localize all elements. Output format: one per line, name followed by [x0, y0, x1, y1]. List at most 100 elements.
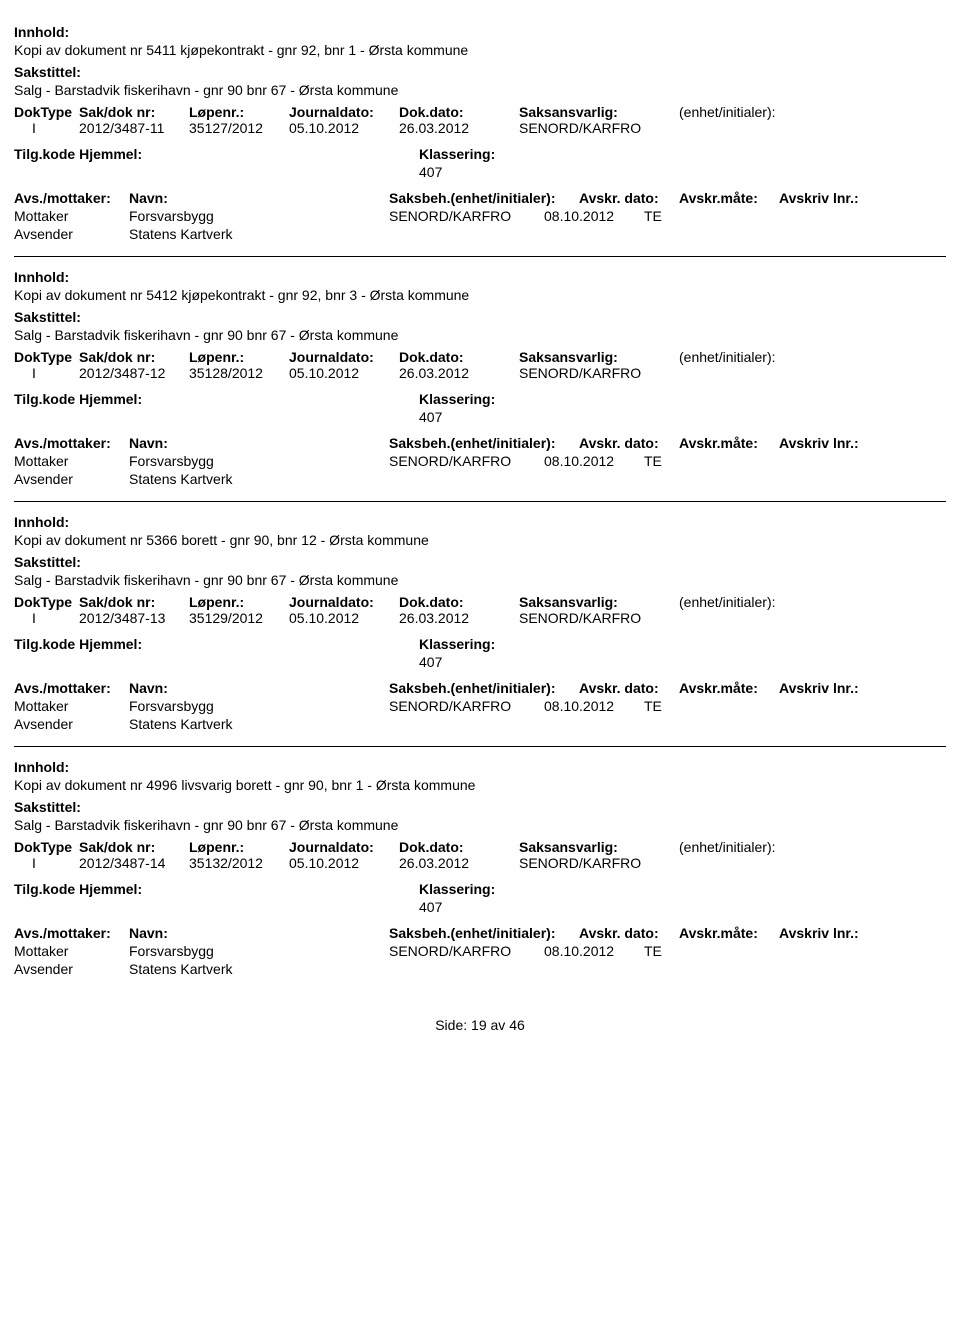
enhet-initialer-label: (enhet/initialer): [679, 349, 859, 365]
klassering-label: Klassering: [419, 636, 619, 652]
lopenr-value: 35129/2012 [189, 610, 289, 626]
doc-value-row: I 2012/3487-12 35128/2012 05.10.2012 26.… [14, 365, 946, 381]
journaldato-value: 05.10.2012 [289, 365, 399, 381]
sakdok-label: Sak/dok nr: [79, 594, 189, 610]
avskr-mate-label: Avskr.måte: [679, 680, 779, 696]
sakdok-value: 2012/3487-11 [79, 120, 189, 136]
klassering-value: 407 [419, 164, 946, 180]
journaldato-value: 05.10.2012 [289, 855, 399, 871]
tilg-klass-row: Tilg.kode Hjemmel: Klassering: [14, 146, 946, 162]
saksbeh-label: Saksbeh.(enhet/initialer): [389, 190, 579, 206]
lopenr-label: Løpenr.: [189, 349, 289, 365]
saksbeh-value: SENORD/KARFRO [389, 943, 544, 959]
tilgkode-hjemmel-label: Tilg.kode Hjemmel: [14, 636, 419, 652]
doc-header-row: DokType Sak/dok nr: Løpenr.: Journaldato… [14, 349, 946, 365]
lopenr-value: 35127/2012 [189, 120, 289, 136]
sakstittel-label: Sakstittel: [14, 799, 946, 815]
navn-label: Navn: [129, 435, 389, 451]
mottaker-name: Forsvarsbygg [129, 208, 389, 224]
journal-record: Innhold: Kopi av dokument nr 4996 livsva… [14, 746, 946, 977]
avskr-mate-value: TE [644, 698, 684, 714]
klassering-value: 407 [419, 899, 946, 915]
tilg-klass-row: Tilg.kode Hjemmel: Klassering: [14, 391, 946, 407]
klassering-label: Klassering: [419, 391, 619, 407]
avs-mottaker-label: Avs./mottaker: [14, 680, 129, 696]
saksbeh-label: Saksbeh.(enhet/initialer): [389, 680, 579, 696]
saksansvarlig-label: Saksansvarlig: [519, 839, 679, 855]
innhold-label: Innhold: [14, 24, 946, 40]
avsender-row: Avsender Statens Kartverk [14, 226, 946, 242]
side-label: Side: [435, 1017, 467, 1033]
doc-value-row: I 2012/3487-13 35129/2012 05.10.2012 26.… [14, 610, 946, 626]
sakstittel-label: Sakstittel: [14, 309, 946, 325]
mottaker-row: Mottaker Forsvarsbygg SENORD/KARFRO 08.1… [14, 698, 946, 714]
journaldato-label: Journaldato: [289, 839, 399, 855]
saksbeh-label: Saksbeh.(enhet/initialer): [389, 435, 579, 451]
klassering-value: 407 [419, 654, 946, 670]
lopenr-label: Løpenr.: [189, 594, 289, 610]
saksansvarlig-label: Saksansvarlig: [519, 594, 679, 610]
journaldato-label: Journaldato: [289, 349, 399, 365]
navn-label: Navn: [129, 925, 389, 941]
avsender-name: Statens Kartverk [129, 716, 389, 732]
mottaker-role: Mottaker [14, 453, 129, 469]
avsender-name: Statens Kartverk [129, 226, 389, 242]
doc-header-row: DokType Sak/dok nr: Løpenr.: Journaldato… [14, 839, 946, 855]
dokdato-value: 26.03.2012 [399, 365, 519, 381]
avsender-role: Avsender [14, 471, 129, 487]
avskr-dato-value: 08.10.2012 [544, 208, 644, 224]
innhold-label: Innhold: [14, 269, 946, 285]
avskr-mate-value: TE [644, 208, 684, 224]
avskriv-lnr-label: Avskriv lnr.: [779, 680, 879, 696]
journal-record: Innhold: Kopi av dokument nr 5411 kjøpek… [14, 12, 946, 242]
page-footer: Side: 19 av 46 [14, 1017, 946, 1033]
saksansvarlig-value: SENORD/KARFRO [519, 365, 679, 381]
mottaker-row: Mottaker Forsvarsbygg SENORD/KARFRO 08.1… [14, 208, 946, 224]
correspondent-header: Avs./mottaker: Navn: Saksbeh.(enhet/init… [14, 190, 946, 206]
sakstittel-label: Sakstittel: [14, 64, 946, 80]
tilgkode-hjemmel-label: Tilg.kode Hjemmel: [14, 881, 419, 897]
avskr-mate-value: TE [644, 453, 684, 469]
mottaker-role: Mottaker [14, 208, 129, 224]
sakdok-value: 2012/3487-13 [79, 610, 189, 626]
lopenr-value: 35128/2012 [189, 365, 289, 381]
saksansvarlig-value: SENORD/KARFRO [519, 610, 679, 626]
avs-mottaker-label: Avs./mottaker: [14, 435, 129, 451]
doc-header-row: DokType Sak/dok nr: Løpenr.: Journaldato… [14, 594, 946, 610]
klassering-label: Klassering: [419, 146, 619, 162]
doktype-label: DokType [14, 594, 79, 610]
innhold-label: Innhold: [14, 514, 946, 530]
dokdato-value: 26.03.2012 [399, 855, 519, 871]
doktype-value: I [14, 120, 79, 136]
innhold-label: Innhold: [14, 759, 946, 775]
dokdato-label: Dok.dato: [399, 594, 519, 610]
saksbeh-value: SENORD/KARFRO [389, 453, 544, 469]
avskr-dato-value: 08.10.2012 [544, 698, 644, 714]
sakdok-label: Sak/dok nr: [79, 104, 189, 120]
avskr-dato-label: Avskr. dato: [579, 190, 679, 206]
journal-record: Innhold: Kopi av dokument nr 5412 kjøpek… [14, 256, 946, 487]
enhet-initialer-label: (enhet/initialer): [679, 839, 859, 855]
dokdato-value: 26.03.2012 [399, 610, 519, 626]
saksansvarlig-value: SENORD/KARFRO [519, 855, 679, 871]
innhold-value: Kopi av dokument nr 4996 livsvarig boret… [14, 777, 946, 793]
doktype-value: I [14, 365, 79, 381]
doktype-label: DokType [14, 104, 79, 120]
avskr-mate-label: Avskr.måte: [679, 435, 779, 451]
dokdato-label: Dok.dato: [399, 839, 519, 855]
saksbeh-value: SENORD/KARFRO [389, 208, 544, 224]
avskr-dato-label: Avskr. dato: [579, 435, 679, 451]
journal-record: Innhold: Kopi av dokument nr 5366 borett… [14, 501, 946, 732]
navn-label: Navn: [129, 680, 389, 696]
mottaker-name: Forsvarsbygg [129, 943, 389, 959]
avsender-row: Avsender Statens Kartverk [14, 716, 946, 732]
av-label: av [491, 1017, 506, 1033]
lopenr-value: 35132/2012 [189, 855, 289, 871]
avsender-role: Avsender [14, 716, 129, 732]
mottaker-name: Forsvarsbygg [129, 698, 389, 714]
avsender-name: Statens Kartverk [129, 961, 389, 977]
avs-mottaker-label: Avs./mottaker: [14, 925, 129, 941]
sakstittel-value: Salg - Barstadvik fiskerihavn - gnr 90 b… [14, 572, 946, 588]
avsender-row: Avsender Statens Kartverk [14, 961, 946, 977]
doc-header-row: DokType Sak/dok nr: Løpenr.: Journaldato… [14, 104, 946, 120]
